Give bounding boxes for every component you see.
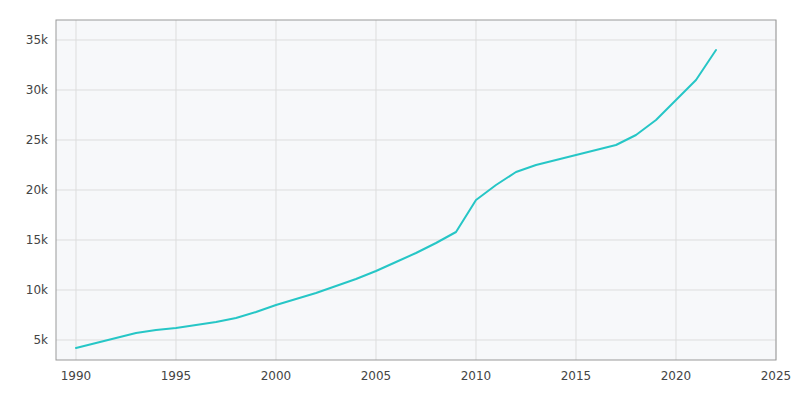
plot-frame xyxy=(56,20,776,360)
plot-background xyxy=(56,20,776,360)
chart: 5k 10k 15k 20k 25k 30k 35k 1990 1995 2000 2005 2010… xyxy=(0,0,800,400)
y-tick-label: 5k xyxy=(33,333,48,347)
x-grid-line xyxy=(676,20,677,360)
x-tick-label: 2010 xyxy=(461,369,492,383)
line xyxy=(76,50,716,348)
x-tick-label: 2020 xyxy=(661,369,692,383)
y-tick-label: 15k xyxy=(26,233,48,247)
y-grid-line xyxy=(56,190,776,191)
axes: 5k 10k 15k 20k 25k 30k 35k 1990 1995 2000 2005 2010… xyxy=(26,20,791,383)
y-tick-label: 10k xyxy=(26,283,48,297)
x-grid-line xyxy=(76,20,77,360)
series-group xyxy=(76,50,716,348)
x-grid-line xyxy=(476,20,477,360)
x-tick-label: 2015 xyxy=(561,369,592,383)
y-grid-line xyxy=(56,290,776,291)
y-grid-line xyxy=(56,340,776,341)
y-tick-label: 25k xyxy=(26,133,48,147)
x-tick-label: 2025 xyxy=(761,369,792,383)
x-grid-line xyxy=(176,20,177,360)
x-grid-line xyxy=(276,20,277,360)
y-grid-line xyxy=(56,140,776,141)
y-grid-line xyxy=(56,40,776,41)
y-tick-label: 30k xyxy=(26,83,48,97)
grid xyxy=(56,20,776,360)
x-grid-line xyxy=(376,20,377,360)
x-tick-label: 1995 xyxy=(161,369,192,383)
x-grid-line xyxy=(576,20,577,360)
y-tick-label: 20k xyxy=(26,183,48,197)
y-tick-label: 35k xyxy=(26,33,48,47)
x-tick-label: 2005 xyxy=(361,369,392,383)
x-tick-label: 2000 xyxy=(261,369,292,383)
x-tick-label: 1990 xyxy=(61,369,92,383)
y-grid-line xyxy=(56,90,776,91)
y-grid-line xyxy=(56,240,776,241)
